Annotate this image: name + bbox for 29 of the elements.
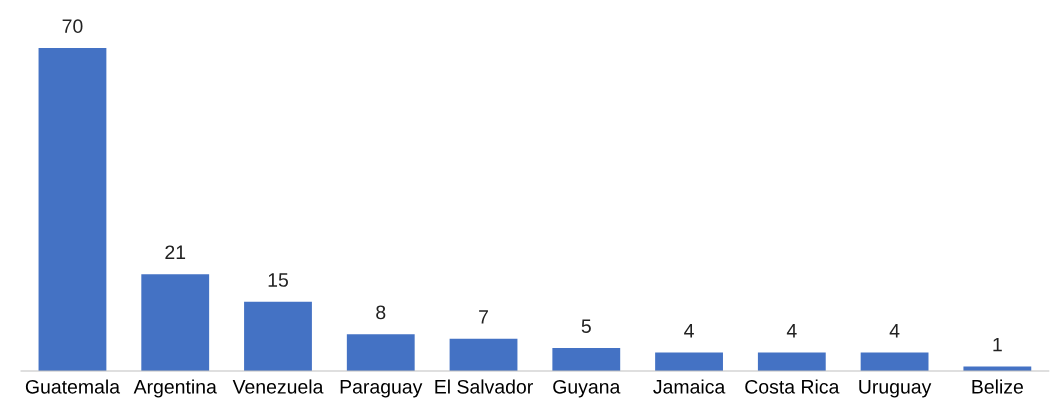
data-label: 15 (268, 273, 288, 287)
x-tick-label: Paraguay (340, 380, 423, 398)
x-tick-label: Belize (972, 379, 1023, 394)
bar (141, 274, 210, 372)
x-tick-label: Guatemala (25, 379, 121, 394)
x-tick-label: Argentina (133, 379, 217, 398)
bar (38, 48, 107, 372)
bar (449, 338, 518, 372)
bar (655, 352, 723, 372)
bar (757, 352, 826, 372)
bar (552, 347, 621, 372)
data-label: 7 (479, 310, 488, 324)
data-label: 4 (786, 324, 797, 338)
data-label: 21 (165, 245, 186, 259)
x-tick-label: Uruguay (859, 380, 932, 398)
data-label: 4 (889, 324, 900, 338)
bar (244, 301, 312, 372)
data-label: 4 (684, 324, 694, 338)
data-label: 70 (62, 19, 83, 34)
bar (346, 334, 415, 372)
data-label: 5 (581, 319, 591, 334)
data-label: 1 (993, 337, 1002, 352)
x-tick-label: Jamaica (653, 379, 726, 394)
x-tick-label: El Salvador (435, 379, 533, 394)
data-label: 8 (376, 305, 386, 320)
bar (860, 352, 929, 372)
x-tick-label: Guyana (553, 379, 621, 398)
x-tick-label: Venezuela (232, 379, 324, 394)
x-tick-label: Costa Rica (745, 379, 840, 394)
